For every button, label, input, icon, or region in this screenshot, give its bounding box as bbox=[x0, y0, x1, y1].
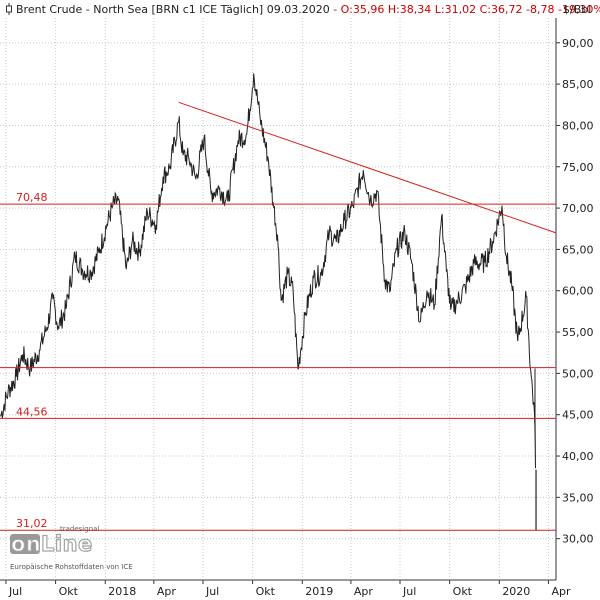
data-source-note: Europäische Rohstoffdaten von ICE bbox=[10, 563, 133, 571]
x-tick-label: Okt bbox=[256, 585, 276, 598]
y-tick-label: 50,00 bbox=[562, 367, 594, 380]
x-tick-label: Apr bbox=[157, 585, 177, 598]
level-label: 44,56 bbox=[16, 405, 48, 418]
y-tick-label: 85,00 bbox=[562, 78, 594, 91]
x-tick-label: 2020 bbox=[502, 585, 530, 598]
logo-badge bbox=[10, 534, 40, 554]
x-tick-label: 2019 bbox=[305, 585, 333, 598]
logo-on: on bbox=[11, 532, 41, 556]
x-tick-label: Apr bbox=[551, 585, 571, 598]
y-tick-label: 75,00 bbox=[562, 161, 594, 174]
logo-small-text: tradesignal bbox=[60, 525, 99, 533]
y-tick-label: 40,00 bbox=[562, 450, 594, 463]
y-tick-label: 70,00 bbox=[562, 202, 594, 215]
price-series bbox=[0, 73, 537, 531]
price-line bbox=[0, 73, 536, 469]
x-tick-label: Apr bbox=[354, 585, 374, 598]
level-label: 31,02 bbox=[16, 517, 48, 530]
chart-title: Brent Crude - North Sea [BRN c1 ICE Tägl… bbox=[16, 3, 330, 16]
candlestick-icon bbox=[6, 3, 12, 15]
y-tick-label: 60,00 bbox=[562, 285, 594, 298]
support-resistance-lines: 70,48 44,56 31,02 bbox=[0, 191, 556, 531]
tradesignal-online-logo: tradesignal on Line bbox=[10, 525, 99, 557]
logo-line: Line bbox=[41, 532, 93, 556]
grid bbox=[0, 18, 556, 580]
x-axis-ticks: Jul Okt 2018 Apr Jul Okt 2019 Apr Jul Okt 2020 Apr bbox=[5, 580, 571, 598]
ohlc-readout: - O:35,96 H:38,34 L:31,02 C:36,72 -8,78 … bbox=[330, 3, 600, 16]
x-tick-label: Okt bbox=[59, 585, 79, 598]
level-label: 70,48 bbox=[16, 191, 48, 204]
chart-title-line: Brent Crude - North Sea [BRN c1 ICE Tägl… bbox=[16, 3, 600, 16]
y-tick-label: 35,00 bbox=[562, 491, 594, 504]
x-tick-label: Jul bbox=[205, 585, 219, 598]
trendline bbox=[178, 101, 557, 234]
y-tick-label: 30,00 bbox=[562, 533, 594, 546]
y-tick-label: 65,00 bbox=[562, 243, 594, 256]
x-tick-label: Okt bbox=[453, 585, 473, 598]
x-tick-label: Jul bbox=[8, 585, 22, 598]
y-tick-label: 55,00 bbox=[562, 326, 594, 339]
unit-label: $/Bbl bbox=[563, 3, 591, 16]
trendline-line bbox=[178, 101, 557, 234]
y-tick-label: 80,00 bbox=[562, 119, 594, 132]
y-axis-ticks: 30,00 35,00 40,00 45,00 50,00 55,00 60,00 65,00… bbox=[556, 37, 594, 546]
chart-header: Brent Crude - North Sea [BRN c1 ICE Tägl… bbox=[6, 3, 600, 16]
x-tick-label: Jul bbox=[402, 585, 416, 598]
y-tick-label: 90,00 bbox=[562, 37, 594, 50]
x-tick-label: 2018 bbox=[108, 585, 136, 598]
y-tick-label: 45,00 bbox=[562, 409, 594, 422]
